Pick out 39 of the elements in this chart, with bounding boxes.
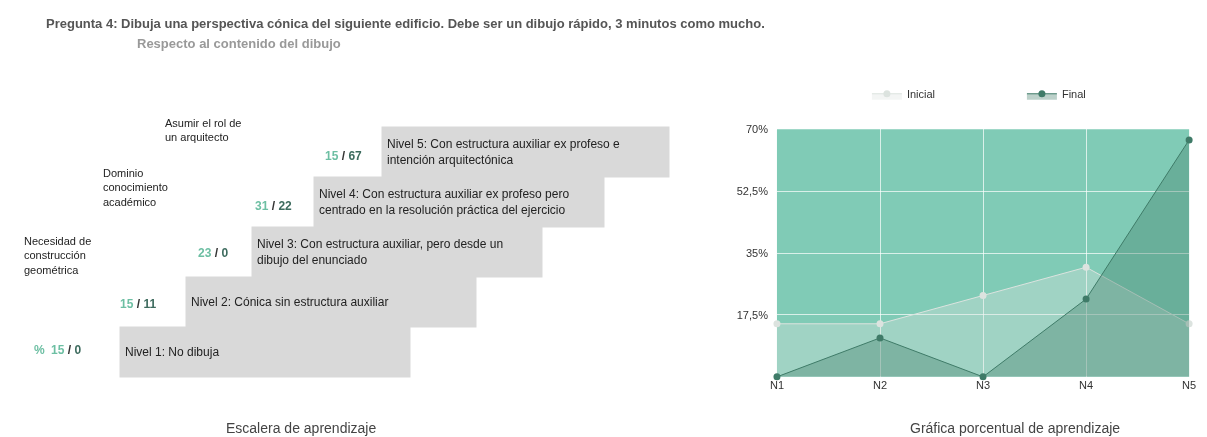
point [773, 320, 781, 328]
point [876, 334, 884, 342]
point [876, 320, 884, 328]
x-tick-label: N2 [872, 378, 888, 391]
category-label: Nivel 3: Con estructura auxiliar, pero desde un dibujo del enunciado [257, 237, 504, 267]
category-label: Nivel 1: No dibuja [125, 345, 220, 359]
y-tick-label: 70% [745, 123, 769, 136]
point [1082, 295, 1090, 303]
x-tick-label: N1 [769, 378, 784, 391]
x-tick-label: N5 [1182, 378, 1197, 391]
legend-label: Inicial [906, 88, 936, 101]
text: Gráfica porcentual de aprendizaje [910, 420, 1121, 436]
text: 31 / 22 [255, 199, 293, 213]
point [1082, 263, 1090, 271]
point [773, 373, 781, 381]
x-tick-label: N3 [976, 378, 991, 391]
text: 15 / 11 [120, 297, 157, 311]
category-label: Nivel 2: Cónica sin estructura auxiliar [191, 295, 389, 309]
x-tick-label: N4 [1079, 378, 1094, 391]
point [979, 291, 987, 299]
point [979, 373, 987, 381]
category-label: Nivel 4: Con estructura auxiliar ex profeso pero centrado en la resolución práctica del ejercicio [319, 187, 570, 217]
y-tick-label: 52,5% [736, 185, 769, 198]
text: Necesidad de construcción geométrica [24, 235, 92, 276]
text: Dominio conocimiento académico [103, 167, 168, 208]
text: Asumir el rol de un arquitecto [165, 117, 242, 144]
y-tick-label: 17,5% [736, 308, 769, 321]
point [1185, 136, 1193, 144]
category-label: Nivel 5: Con estructura auxiliar ex profeso e intención arquitectónica [387, 137, 621, 167]
text: 15 / 0 [51, 343, 82, 357]
text: Escalera de aprendizaje [226, 420, 377, 436]
text: Pregunta 4: Dibuja una perspectiva cónica del siguiente edificio. Debe ser un dibujo rápido, 3 minutos como mucho. [46, 16, 765, 31]
text: % [34, 343, 45, 357]
y-tick-label: 35% [745, 246, 769, 259]
text: Respecto al contenido del dibujo [137, 36, 341, 51]
text: 15 / 67 [325, 149, 363, 163]
legend-label: Final [1061, 88, 1086, 101]
point [1185, 320, 1193, 328]
text: 23 / 0 [198, 246, 229, 260]
